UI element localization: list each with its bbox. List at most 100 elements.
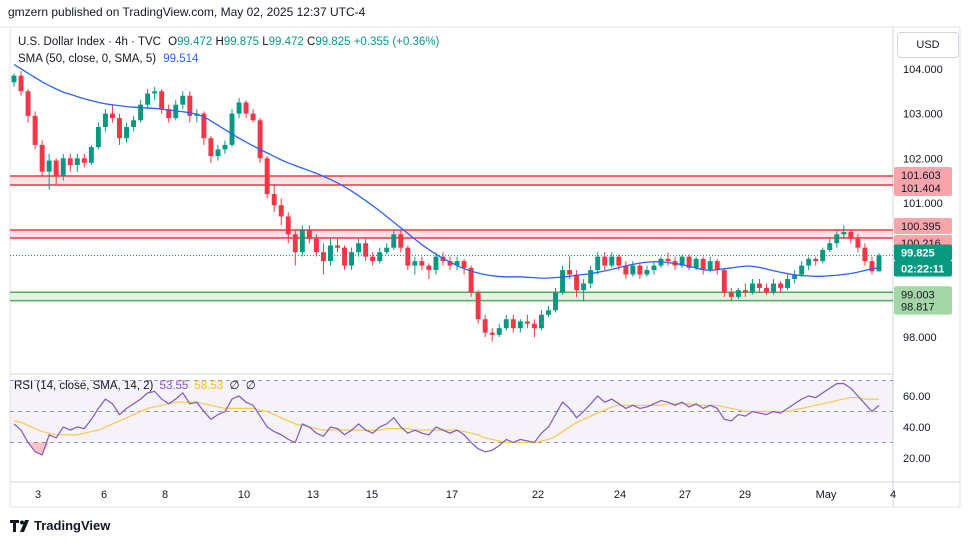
candle[interactable] — [799, 265, 805, 275]
candle[interactable] — [538, 314, 544, 329]
candle[interactable] — [679, 256, 685, 266]
candle[interactable] — [131, 120, 137, 128]
candle[interactable] — [707, 261, 713, 271]
candle[interactable] — [665, 258, 671, 262]
candle[interactable] — [124, 127, 129, 139]
candle[interactable] — [461, 261, 467, 268]
candle[interactable] — [756, 283, 762, 288]
candle[interactable] — [848, 232, 854, 239]
candle[interactable] — [567, 270, 573, 275]
candle[interactable] — [391, 234, 397, 248]
candle[interactable] — [138, 104, 144, 121]
candle[interactable] — [623, 265, 629, 275]
candle[interactable] — [356, 243, 362, 253]
candle[interactable] — [384, 247, 390, 253]
candle[interactable] — [651, 265, 657, 271]
candle[interactable] — [855, 238, 861, 248]
candle[interactable] — [145, 93, 151, 105]
candle[interactable] — [426, 265, 432, 271]
candle[interactable] — [482, 319, 488, 333]
candle[interactable] — [306, 229, 312, 239]
candle[interactable] — [278, 205, 284, 217]
candle[interactable] — [869, 261, 875, 272]
candle[interactable] — [834, 234, 840, 244]
candle[interactable] — [285, 216, 291, 235]
candle[interactable] — [616, 256, 622, 266]
candle[interactable] — [25, 91, 31, 116]
candle[interactable] — [398, 234, 404, 248]
main-pane[interactable] — [10, 27, 893, 372]
candle[interactable] — [630, 265, 636, 275]
candle[interactable] — [159, 91, 165, 110]
candle[interactable] — [222, 144, 228, 150]
candle[interactable] — [215, 149, 221, 157]
candle[interactable] — [602, 256, 608, 266]
candle[interactable] — [363, 243, 369, 257]
rsi-line[interactable] — [13, 383, 880, 456]
candle[interactable] — [827, 243, 833, 250]
candle[interactable] — [454, 261, 460, 266]
candle[interactable] — [778, 283, 784, 288]
candle[interactable] — [764, 287, 769, 293]
candle[interactable] — [475, 292, 481, 320]
candle[interactable] — [32, 115, 38, 145]
candle[interactable] — [152, 91, 158, 94]
candle[interactable] — [531, 323, 537, 329]
candle[interactable] — [229, 113, 235, 145]
candle[interactable] — [271, 194, 277, 206]
candle[interactable] — [299, 229, 305, 253]
candle[interactable] — [370, 256, 376, 262]
candle[interactable] — [862, 247, 868, 262]
candle[interactable] — [208, 138, 214, 157]
candle[interactable] — [728, 292, 734, 297]
candle[interactable] — [313, 238, 319, 253]
sma-label[interactable]: SMA (50, close, 0, SMA, 5) — [18, 53, 157, 65]
candle[interactable] — [489, 332, 495, 335]
candle[interactable] — [39, 144, 45, 172]
candle[interactable] — [841, 232, 847, 235]
candle[interactable] — [335, 245, 340, 248]
candle[interactable] — [201, 113, 207, 139]
candle[interactable] — [510, 319, 516, 329]
candle[interactable] — [377, 252, 383, 262]
candle[interactable] — [447, 261, 453, 266]
candle[interactable] — [349, 252, 355, 266]
candle[interactable] — [88, 147, 94, 163]
candle[interactable] — [686, 256, 692, 268]
rsi-label[interactable]: RSI (14, close, SMA, 14, 2) — [14, 380, 154, 392]
candle[interactable] — [785, 278, 791, 288]
candle[interactable] — [74, 158, 80, 166]
candle[interactable] — [419, 261, 425, 266]
candle[interactable] — [714, 261, 720, 271]
symbol-label[interactable]: U.S. Dollar Index · 4h · TVC — [18, 36, 161, 48]
candle[interactable] — [117, 118, 122, 139]
candle[interactable] — [433, 256, 439, 271]
candle[interactable] — [320, 252, 326, 262]
candle[interactable] — [67, 158, 73, 166]
candle[interactable] — [637, 265, 643, 275]
candle[interactable] — [749, 283, 755, 293]
sma-line[interactable] — [13, 63, 880, 279]
candle[interactable] — [813, 258, 819, 262]
candle[interactable] — [81, 158, 87, 163]
candle[interactable] — [250, 113, 256, 121]
candle[interactable] — [53, 160, 59, 177]
candle[interactable] — [264, 158, 270, 195]
candle[interactable] — [693, 258, 699, 268]
currency-button[interactable]: USD — [897, 32, 959, 58]
candle[interactable] — [581, 283, 587, 291]
candle[interactable] — [820, 249, 826, 262]
candle[interactable] — [102, 113, 108, 128]
candle[interactable] — [187, 95, 193, 116]
candle[interactable] — [60, 158, 66, 177]
candle[interactable] — [595, 256, 601, 271]
candle[interactable] — [496, 328, 502, 335]
candle[interactable] — [742, 290, 748, 293]
candle[interactable] — [95, 127, 101, 148]
candle[interactable] — [792, 274, 798, 279]
candle[interactable] — [735, 290, 741, 297]
candle[interactable] — [560, 270, 565, 293]
candle[interactable] — [644, 270, 650, 275]
candle[interactable] — [553, 292, 558, 311]
